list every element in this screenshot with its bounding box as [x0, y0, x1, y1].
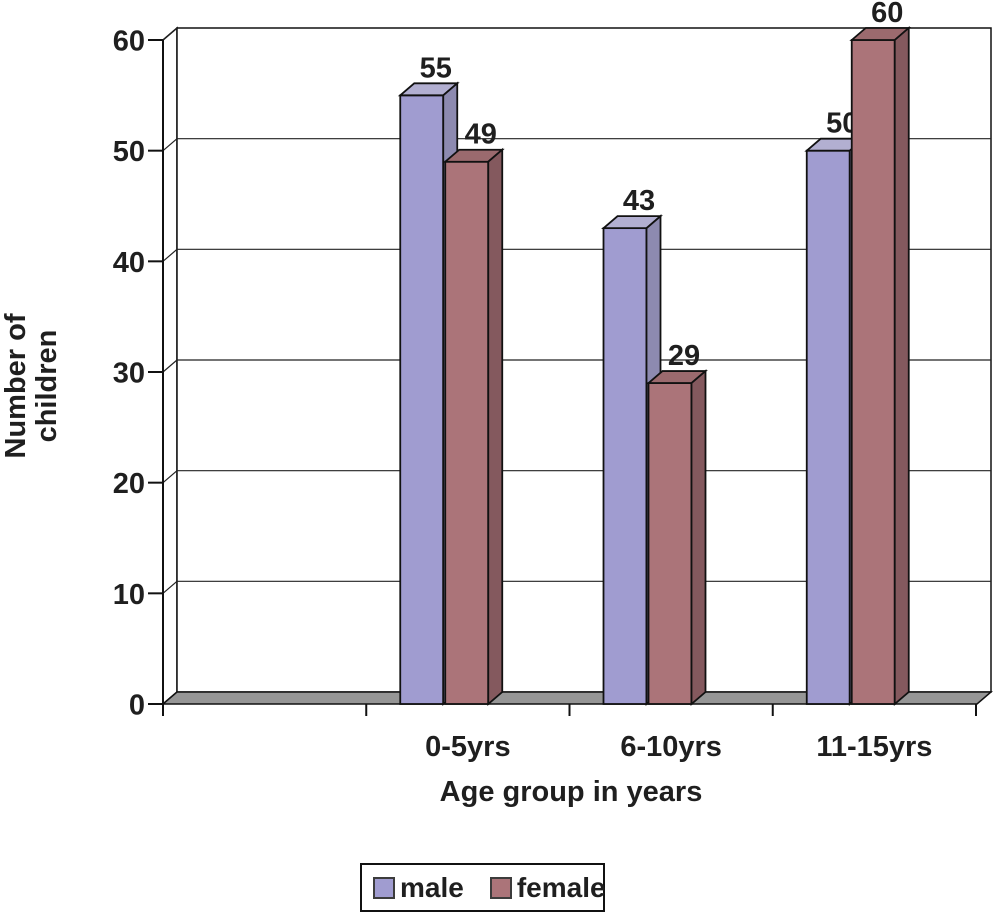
bar-female-11-15yrs: [850, 39, 896, 705]
value-label-female-0-5yrs: 49: [465, 119, 497, 151]
gridline-side: [162, 138, 178, 152]
y-tick-label: 50: [113, 136, 145, 168]
gridline-side: [162, 27, 178, 41]
y-tick-label: 20: [113, 468, 145, 500]
bar-side-female-6-10yrs: [690, 369, 707, 706]
value-label-female-11-15yrs: 60: [871, 0, 903, 29]
bar-female-6-10yrs: [647, 382, 693, 705]
legend-item-male: male: [373, 872, 464, 904]
category-label-11-15yrs: 11-15yrs: [816, 731, 932, 763]
bar-male-0-5yrs: [399, 94, 445, 705]
y-axis-title-line2: children: [31, 329, 63, 443]
legend: male female: [360, 863, 606, 912]
bar-male-11-15yrs: [805, 149, 851, 705]
bar-side-female-0-5yrs: [487, 147, 504, 706]
gridline-side: [162, 580, 178, 594]
category-label-6-10yrs: 6-10yrs: [620, 731, 722, 763]
gridline-side: [162, 470, 178, 484]
x-axis-title: Age group in years: [439, 776, 703, 808]
legend-label-female: female: [516, 871, 606, 903]
category-label-0-5yrs: 0-5yrs: [425, 731, 510, 763]
legend-item-female: female: [489, 871, 606, 904]
legend-swatch-female: [489, 876, 512, 899]
bar-side-female-11-15yrs: [893, 26, 910, 706]
floor: [160, 691, 993, 705]
value-label-male-6-10yrs: 43: [623, 185, 655, 217]
value-label-male-0-5yrs: 55: [420, 52, 452, 84]
bar-female-0-5yrs: [444, 160, 490, 705]
legend-label-male: male: [400, 871, 464, 903]
y-tick-label: 0: [129, 690, 145, 722]
y-tick-label: 60: [113, 26, 145, 58]
y-tick-label: 40: [113, 247, 145, 279]
y-axis-title-line1: Number of: [0, 313, 32, 459]
y-tick-label: 10: [113, 579, 145, 611]
legend-swatch-male: [373, 876, 395, 899]
gridline-side: [162, 248, 178, 262]
value-label-female-6-10yrs: 29: [668, 340, 700, 372]
y-tick-label: 30: [113, 358, 145, 390]
bar-male-6-10yrs: [602, 227, 648, 705]
gridline-side: [162, 359, 178, 373]
y-axis-title: Number of children: [0, 276, 65, 496]
